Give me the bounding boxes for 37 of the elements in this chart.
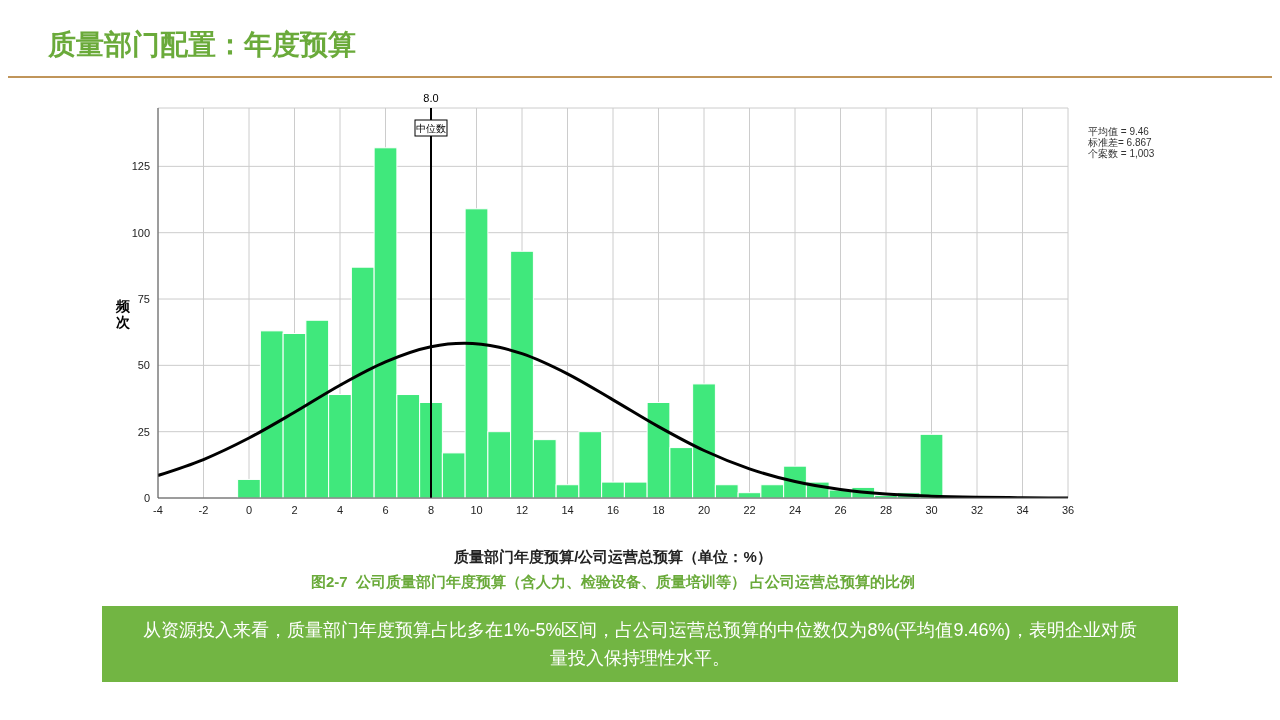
x-axis-title: 质量部门年度预算/公司运营总预算（单位：%） xyxy=(453,548,773,567)
x-tick-label: 22 xyxy=(743,503,756,516)
y-axis-title: 频次 xyxy=(116,298,131,330)
x-tick-label: -4 xyxy=(153,503,163,516)
x-tick-label: 12 xyxy=(515,503,529,516)
x-tick-label: 30 xyxy=(925,503,938,516)
x-tick-label: 2 xyxy=(291,503,298,516)
x-tick-label: 34 xyxy=(1016,503,1029,516)
y-tick-label: 50 xyxy=(137,359,150,372)
y-tick-label: 75 xyxy=(137,292,150,305)
y-tick-label: 0 xyxy=(143,491,150,504)
x-tick-label: 18 xyxy=(652,503,665,516)
x-tick-label: 0 xyxy=(245,503,253,516)
caption: 图2-7 公司质量部门年度预算（含人力、检验设备、质量培训等） 占公司运营总预算的比例 xyxy=(309,573,917,592)
x-tick-label: -2 xyxy=(198,503,209,516)
x-tick-label: 16 xyxy=(606,503,620,516)
text: 个案数 = 1,003 xyxy=(1088,148,1155,159)
y-tick-label: 25 xyxy=(137,425,150,438)
x-tick-label: 26 xyxy=(834,503,847,516)
chart-title: 质量部门配置：年度预算 xyxy=(48,28,356,62)
ref-line-label: 中位数 xyxy=(416,123,446,134)
text: 从资源投入来看，质量部门年度预算占比多在1%-5%区间，占公司运营总预算的中位数仅为8%(平均值9.46%)，表明企业对质量投入保持理性水平。 xyxy=(102,606,1178,682)
y-tick-label: 125 xyxy=(131,160,150,173)
text: 8.0 xyxy=(423,92,439,104)
text: 平均值 = 9.46 xyxy=(1088,126,1150,137)
x-tick-label: 10 xyxy=(470,503,483,516)
x-tick-label: 4 xyxy=(336,503,344,516)
x-tick-label: 6 xyxy=(382,503,389,516)
text: 标准差= 6.867 xyxy=(1088,137,1153,148)
x-tick-label: 32 xyxy=(970,503,984,516)
x-tick-label: 20 xyxy=(697,503,711,516)
y-tick-label: 100 xyxy=(131,226,150,239)
x-tick-label: 24 xyxy=(788,503,802,516)
x-tick-label: 8 xyxy=(427,503,435,516)
x-tick-label: 14 xyxy=(561,503,574,516)
x-tick-label: 36 xyxy=(1061,503,1075,516)
x-tick-label: 28 xyxy=(879,503,893,516)
